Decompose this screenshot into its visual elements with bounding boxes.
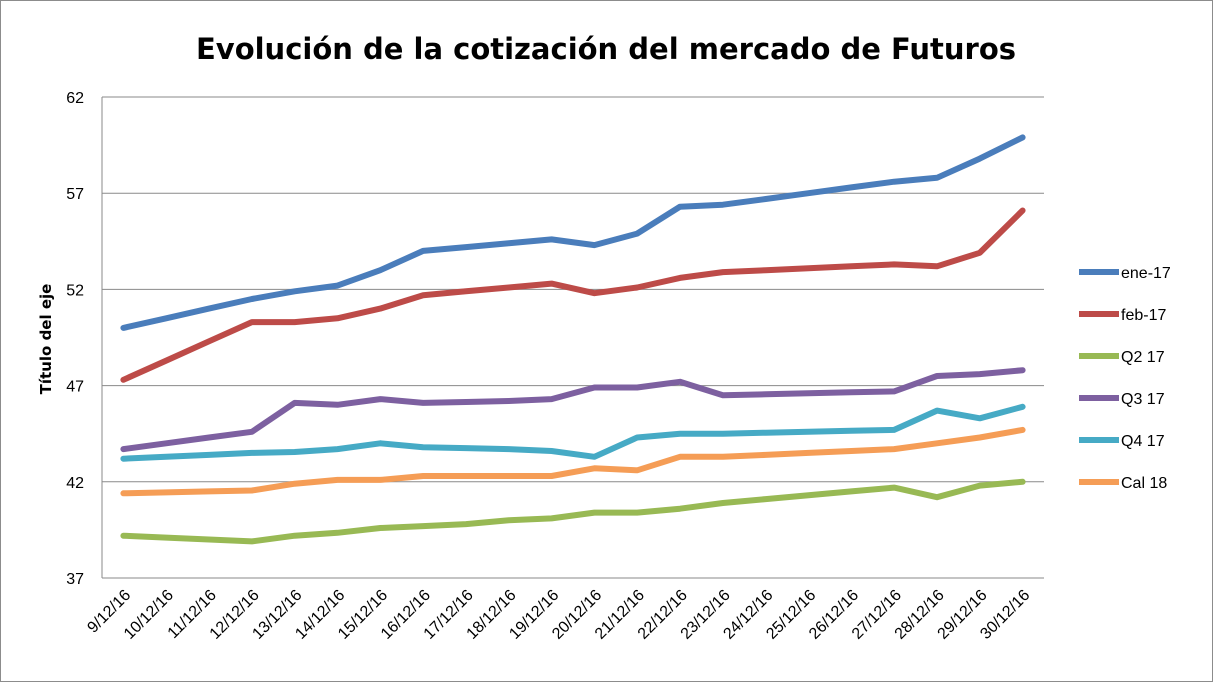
y-axis-ticks: 37 42 47 52 57 62 (66, 90, 84, 588)
series-line-ene-17 (120, 134, 1026, 331)
y-tick-label: 37 (66, 571, 84, 588)
legend-label-q4-17: Q4 17 (1121, 433, 1165, 450)
legend-label-cal-18: Cal 18 (1121, 475, 1167, 492)
y-tick-label: 42 (66, 475, 84, 492)
chart-title: Evolución de la cotización del mercado d… (196, 32, 1016, 66)
legend-label-q2-17: Q2 17 (1121, 349, 1165, 366)
legend: ene-17 feb-17 Q2 17 Q3 17 Q4 17 Cal 18 (1079, 265, 1171, 492)
series-line-cal-18 (120, 426, 1026, 497)
series-lines (120, 134, 1026, 545)
y-axis-title: Título del eje (37, 284, 55, 395)
series-line-q3-17 (120, 367, 1026, 453)
y-tick-label: 62 (66, 90, 84, 107)
legend-label-q3-17: Q3 17 (1121, 391, 1165, 408)
legend-label-ene-17: ene-17 (1121, 265, 1171, 282)
series-line-q4-17 (120, 403, 1026, 462)
y-tick-label: 57 (66, 186, 84, 203)
legend-label-feb-17: feb-17 (1121, 307, 1166, 324)
y-tick-label: 47 (66, 379, 84, 396)
series-line-q2-17 (120, 478, 1026, 545)
series-line-feb-17 (120, 207, 1026, 383)
y-tick-label: 52 (66, 282, 84, 299)
x-axis-ticks: 9/12/1610/12/1611/12/1612/12/1613/12/161… (84, 587, 1033, 643)
